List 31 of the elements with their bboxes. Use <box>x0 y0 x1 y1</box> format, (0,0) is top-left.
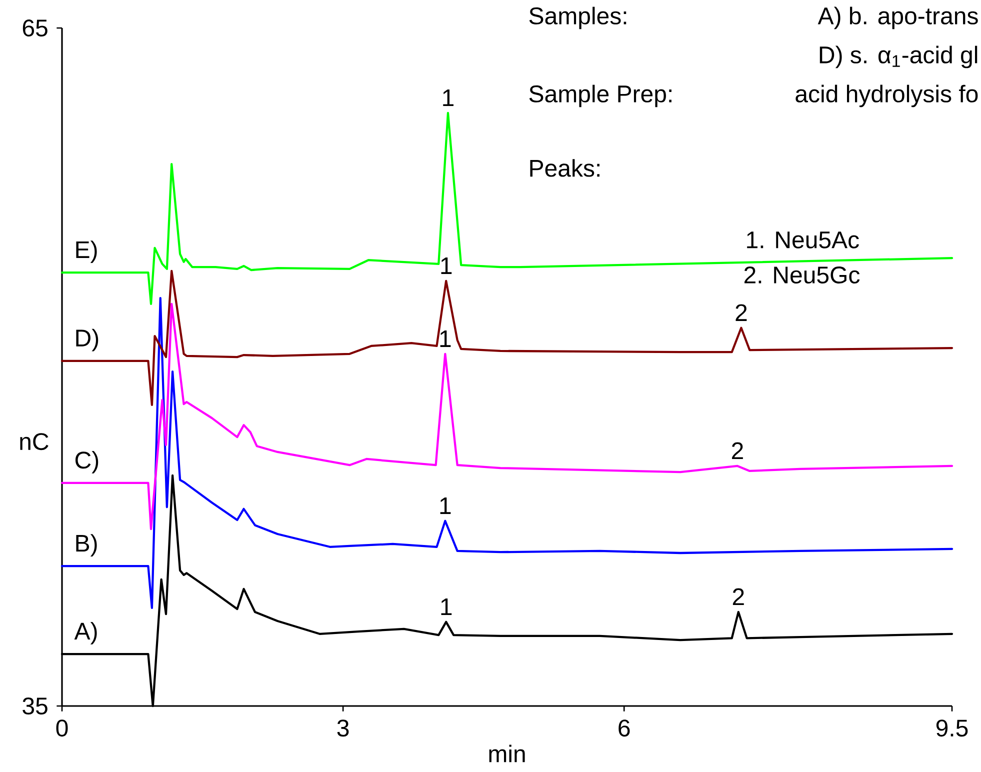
annotation: D) s. α$_{1}$-acid gl <box>820 46 978 68</box>
series-label: B) <box>76 534 97 557</box>
annotation: A) b. apo-trans <box>818 6 978 30</box>
y-tick-label: 35 <box>22 697 48 714</box>
annotation: 1 <box>441 598 452 615</box>
annotation: Peaks: <box>530 159 600 177</box>
series-label: A) <box>74 622 97 644</box>
annotation: 1 <box>441 257 452 274</box>
y-axis-title: nC <box>20 433 48 450</box>
series-label: D) <box>76 328 98 352</box>
annotation: 2 <box>736 304 747 321</box>
annotation: 2 <box>732 442 743 460</box>
series-label: C) <box>75 450 98 474</box>
x-axis-title: min <box>489 744 525 762</box>
annotation: acid hydrolysis fo <box>796 84 978 108</box>
annotation: Samples: <box>529 6 626 30</box>
annotation: Sample Prep: <box>529 84 672 108</box>
annotation: 1. Neu5Ac <box>747 232 859 248</box>
annotation: 2. Neu5Gc <box>744 266 860 284</box>
annotation: 1 <box>440 330 451 347</box>
annotation: 1 <box>443 90 454 106</box>
annotation: 1 <box>440 497 451 514</box>
x-tick-label: 3 <box>337 720 349 737</box>
annotation: 2 <box>732 588 744 606</box>
series-label: E) <box>76 240 97 263</box>
x-tick-label: 0 <box>56 720 68 737</box>
y-tick-label: 65 <box>22 19 48 36</box>
x-tick-label: 9.5 <box>936 720 968 737</box>
x-tick-label: 6 <box>618 720 630 737</box>
line-series <box>60 302 954 530</box>
line-series <box>60 112 954 306</box>
